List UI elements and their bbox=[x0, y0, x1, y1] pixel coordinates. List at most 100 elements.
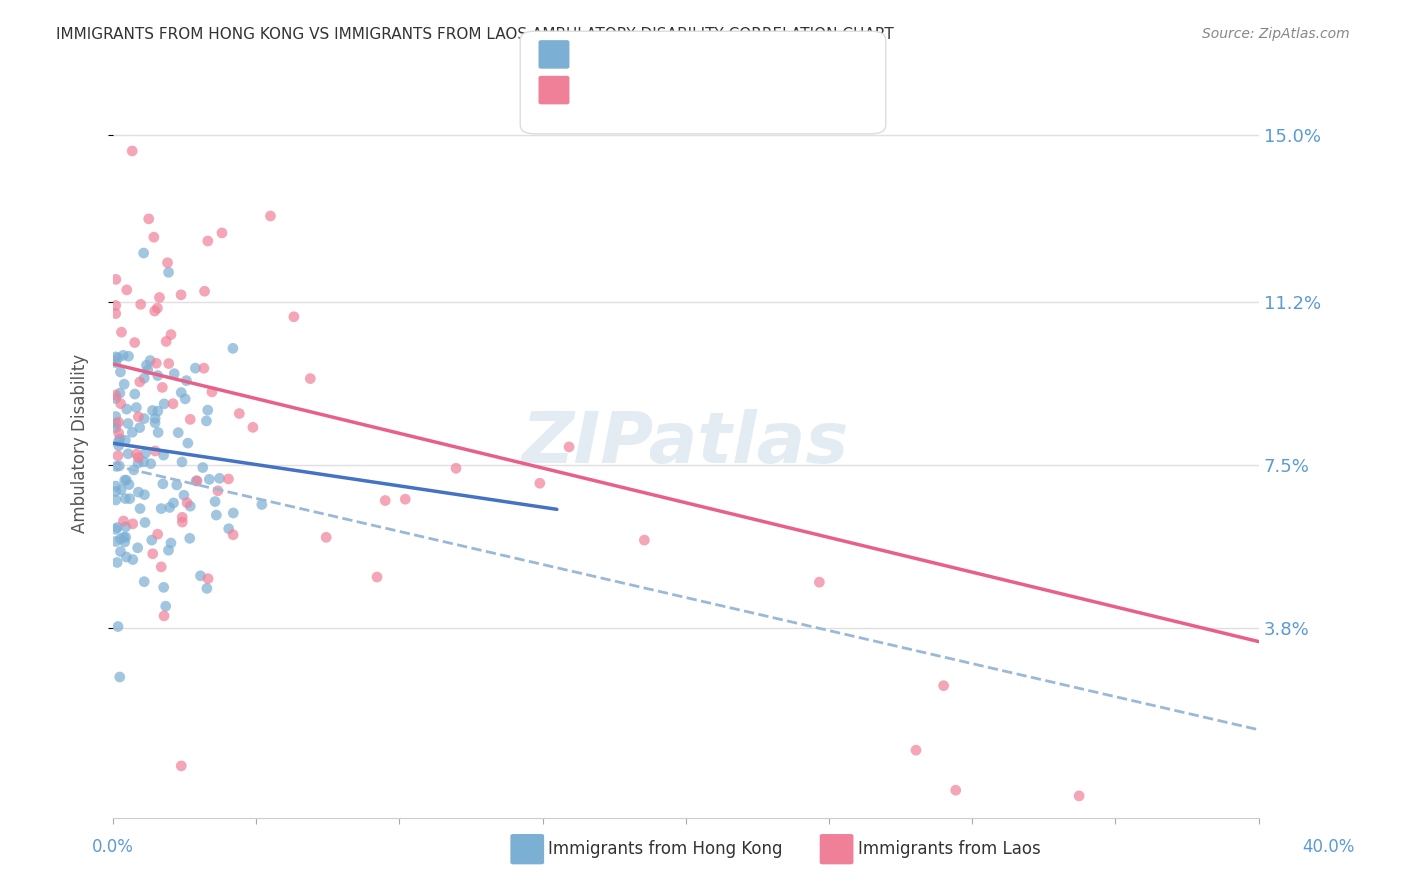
Point bbox=[143, 304, 166, 318]
Point bbox=[114, 530, 136, 544]
Point bbox=[118, 477, 141, 491]
Point bbox=[193, 361, 215, 376]
Point bbox=[125, 401, 148, 415]
Point bbox=[190, 568, 212, 582]
Point bbox=[157, 265, 180, 279]
Point bbox=[162, 397, 184, 411]
Point bbox=[160, 536, 183, 550]
Point bbox=[141, 403, 163, 417]
Point bbox=[104, 522, 127, 536]
Point bbox=[104, 479, 127, 493]
Point bbox=[125, 447, 148, 461]
Text: 0.0%: 0.0% bbox=[91, 838, 134, 856]
Point bbox=[104, 409, 127, 424]
Point bbox=[153, 608, 176, 623]
Point bbox=[207, 483, 229, 498]
Text: Source: ZipAtlas.com: Source: ZipAtlas.com bbox=[1202, 27, 1350, 41]
Point bbox=[141, 533, 163, 547]
Point bbox=[1067, 789, 1090, 803]
Point bbox=[159, 500, 181, 515]
Point bbox=[163, 367, 186, 381]
Point bbox=[904, 743, 927, 757]
Point bbox=[444, 461, 467, 475]
Point bbox=[104, 388, 127, 402]
Point bbox=[228, 407, 250, 421]
Point bbox=[558, 440, 581, 454]
Point bbox=[170, 288, 193, 302]
Point bbox=[104, 298, 127, 312]
Point bbox=[112, 377, 135, 392]
Point bbox=[107, 351, 129, 365]
Point bbox=[366, 570, 388, 584]
Point bbox=[179, 412, 201, 426]
Text: -0.219: -0.219 bbox=[612, 81, 669, 99]
Point bbox=[104, 421, 127, 435]
Point bbox=[250, 498, 273, 512]
Point bbox=[136, 363, 159, 377]
Point bbox=[150, 501, 173, 516]
Point bbox=[134, 411, 156, 425]
Point bbox=[153, 397, 176, 411]
Point bbox=[146, 425, 169, 440]
Point bbox=[134, 574, 156, 589]
Point bbox=[107, 415, 129, 429]
Point bbox=[104, 350, 127, 364]
Point bbox=[172, 515, 194, 529]
Point bbox=[146, 527, 169, 541]
Point bbox=[108, 670, 131, 684]
Point bbox=[176, 496, 198, 510]
Point bbox=[124, 387, 146, 401]
Point bbox=[114, 491, 136, 506]
Point bbox=[104, 534, 127, 549]
Point bbox=[157, 543, 180, 558]
Point bbox=[128, 420, 150, 434]
Point bbox=[155, 599, 177, 614]
Point bbox=[283, 310, 305, 324]
Text: 69: 69 bbox=[713, 81, 735, 99]
Point bbox=[197, 234, 219, 248]
Point bbox=[104, 392, 127, 406]
Point bbox=[114, 535, 136, 549]
Point bbox=[128, 375, 150, 389]
Text: 109: 109 bbox=[713, 46, 747, 64]
Y-axis label: Ambulatory Disability: Ambulatory Disability bbox=[72, 353, 89, 533]
Point bbox=[107, 434, 129, 449]
Point bbox=[124, 335, 146, 350]
Text: -0.101: -0.101 bbox=[612, 46, 669, 64]
Point bbox=[150, 560, 173, 574]
Point bbox=[104, 272, 127, 286]
Point bbox=[105, 459, 128, 474]
Point bbox=[146, 404, 169, 418]
Point bbox=[117, 417, 139, 431]
Point bbox=[197, 403, 219, 417]
Point bbox=[529, 476, 551, 491]
Point bbox=[108, 432, 131, 446]
Point bbox=[176, 374, 198, 388]
Point bbox=[138, 211, 160, 226]
Point bbox=[633, 533, 655, 548]
Point bbox=[166, 478, 188, 492]
Point bbox=[222, 528, 245, 542]
Point bbox=[156, 256, 179, 270]
Point bbox=[146, 368, 169, 383]
Point bbox=[170, 759, 193, 773]
Point bbox=[112, 530, 135, 544]
Point bbox=[177, 436, 200, 450]
Point bbox=[186, 474, 208, 488]
Point bbox=[194, 285, 217, 299]
Point bbox=[152, 476, 174, 491]
Point bbox=[217, 472, 239, 486]
Point bbox=[205, 508, 228, 522]
Point bbox=[242, 420, 264, 434]
Point bbox=[143, 411, 166, 425]
Point bbox=[152, 448, 174, 462]
Point bbox=[197, 572, 219, 586]
Point bbox=[195, 582, 218, 596]
Text: Immigrants from Laos: Immigrants from Laos bbox=[858, 840, 1040, 858]
Point bbox=[139, 457, 162, 471]
Point bbox=[299, 371, 322, 385]
Point bbox=[134, 371, 156, 385]
Point bbox=[162, 496, 184, 510]
Point bbox=[222, 506, 245, 520]
Point bbox=[110, 396, 132, 410]
